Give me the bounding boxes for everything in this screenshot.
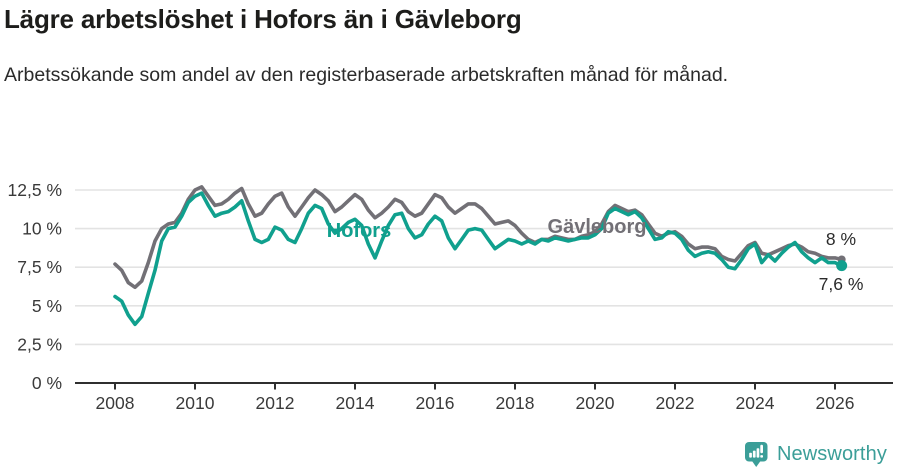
newsworthy-logo: Newsworthy	[744, 440, 887, 468]
y-axis-label: 2,5 %	[17, 334, 62, 354]
x-axis-label: 2022	[656, 393, 695, 413]
y-axis-label: 5 %	[32, 296, 62, 316]
x-axis-label: 2016	[416, 393, 455, 413]
chart-title: Lägre arbetslöshet i Hofors än i Gävlebo…	[4, 4, 522, 34]
newsworthy-logo-icon	[745, 441, 768, 467]
series-label-gavleborg: Gävleborg	[548, 216, 647, 238]
x-axis-label: 2020	[576, 393, 615, 413]
end-value-label-hofors: 7,6 %	[819, 274, 864, 294]
y-axis-label: 12,5 %	[8, 180, 62, 200]
y-axis-label: 10 %	[22, 219, 62, 239]
x-axis-label: 2014	[336, 393, 375, 413]
series-label-hofors: Hofors	[327, 220, 391, 242]
y-axis-label: 0 %	[32, 373, 62, 393]
series-end-dot-hofors	[836, 260, 848, 272]
end-value-label-gavleborg: 8 %	[826, 229, 856, 249]
y-axis-label: 7,5 %	[17, 257, 62, 277]
series-line-hofors	[113, 191, 844, 327]
x-axis-label: 2012	[256, 393, 295, 413]
line-chart-canvas: 2008 2010 2012 2014 2016 2018 2020 2022 2024 2026…	[8, 180, 893, 413]
x-axis-label: 2018	[496, 393, 535, 413]
x-axis-label: 2026	[816, 393, 855, 413]
chart-subtitle: Arbetssökande som andel av den registerb…	[4, 64, 729, 86]
line-chart: 2008 2010 2012 2014 2016 2018 2020 2022 2024 2026…	[0, 158, 900, 430]
x-axis-label: 2024	[736, 393, 775, 413]
series-line-gavleborg	[113, 185, 844, 290]
newsworthy-brand-text: Newsworthy	[777, 442, 887, 465]
x-axis-label: 2008	[96, 393, 135, 413]
x-axis-label: 2010	[176, 393, 215, 413]
